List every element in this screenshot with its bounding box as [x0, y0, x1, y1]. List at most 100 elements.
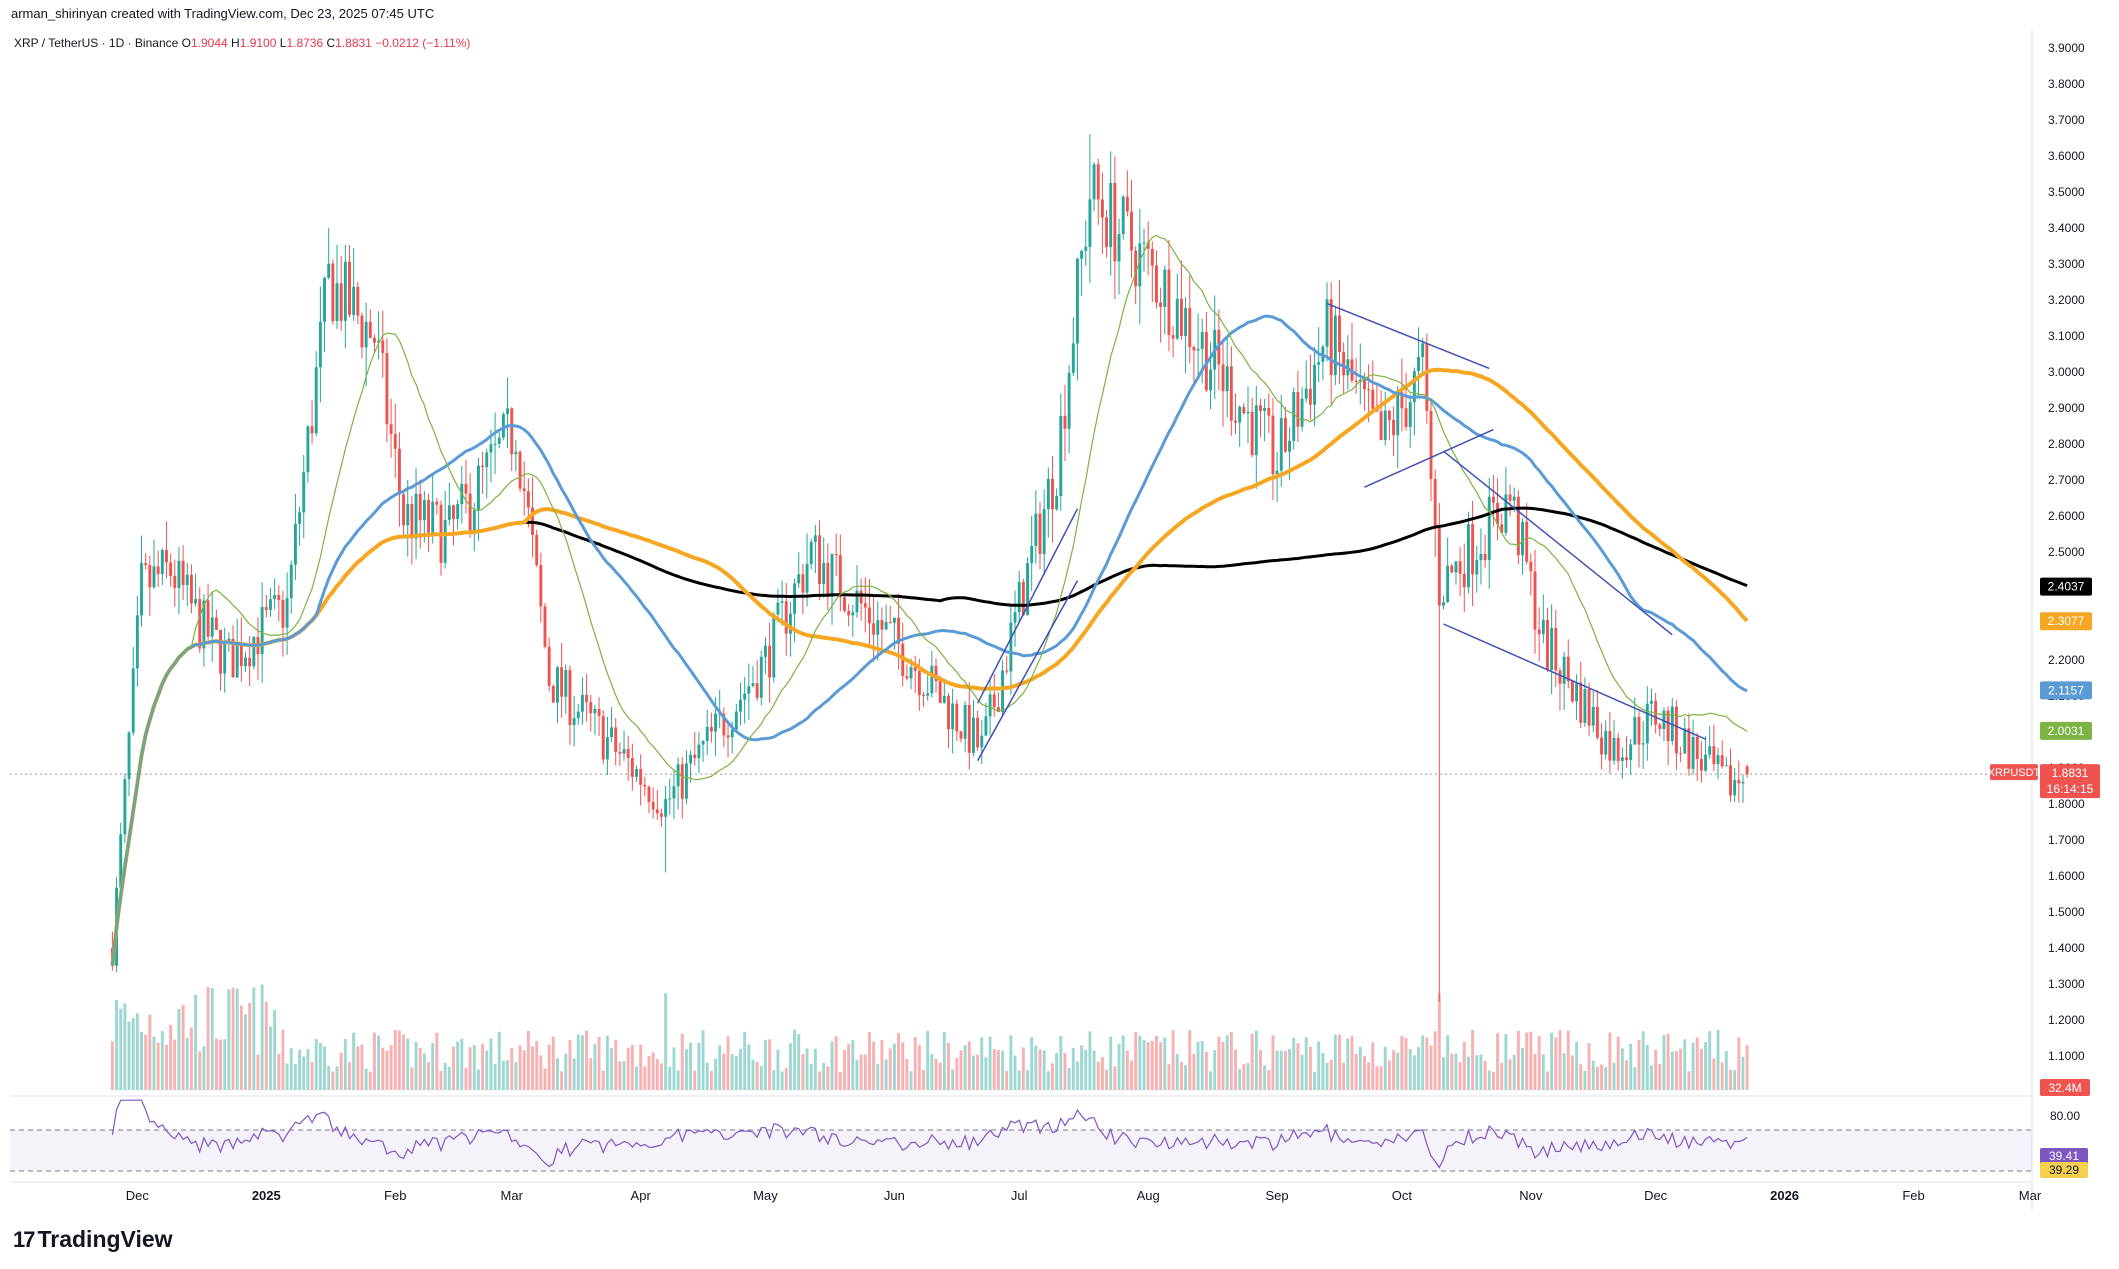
volume-bar — [531, 1046, 534, 1090]
volume-bar — [1450, 1053, 1454, 1090]
volume-bar — [1130, 1060, 1133, 1090]
volume-bar — [684, 1049, 688, 1090]
candle-body — [1496, 502, 1500, 525]
volume-bar — [1159, 1042, 1163, 1090]
time-axis[interactable]: Dec 2025 Feb Mar Apr May Jun Jul Aug Sep Oct Nov Dec… — [10, 1181, 2042, 1203]
volume-bar — [331, 1071, 335, 1090]
volume-bar — [988, 1036, 992, 1090]
price-tick-label: 2.9000 — [2048, 401, 2085, 415]
candle-body — [1666, 710, 1670, 742]
volume-bar — [302, 1056, 306, 1090]
candle-body — [1175, 298, 1179, 339]
volume-bar — [926, 1030, 930, 1090]
volume-bar — [543, 1068, 547, 1090]
candle-body — [1400, 392, 1404, 409]
candle-body — [331, 263, 335, 322]
candle-body — [751, 683, 755, 687]
volume-bar — [1479, 1054, 1483, 1090]
volume-bar — [1712, 1058, 1716, 1090]
candle-body — [310, 426, 314, 434]
candle-body — [996, 707, 1000, 713]
volume-bar — [551, 1036, 555, 1090]
volume-bar — [884, 1059, 888, 1090]
trendlines[interactable] — [976, 302, 1706, 762]
high-label: H — [231, 36, 240, 50]
candle-body — [422, 499, 426, 521]
candle-body — [1325, 299, 1329, 347]
volume-bar — [917, 1044, 921, 1090]
volume-bar — [726, 1036, 730, 1090]
candle-body — [826, 562, 830, 597]
volume-bar — [1055, 1052, 1059, 1090]
price-axis[interactable]: 1.1000 1.2000 1.3000 1.4000 1.5000 1.6000 1.70… — [1988, 30, 2100, 1210]
candle-body — [1288, 440, 1292, 452]
candle-body — [1641, 743, 1645, 745]
volume-bar — [1138, 1035, 1142, 1090]
candle-body — [1329, 299, 1333, 376]
candle-body — [655, 809, 659, 814]
volume-bar — [1292, 1037, 1296, 1090]
time-tick-label: May — [753, 1188, 778, 1203]
volume-bar — [522, 1050, 526, 1090]
candle-body — [1209, 369, 1213, 391]
volume-bar — [1720, 1062, 1724, 1090]
volume-bar — [402, 1034, 406, 1090]
tradingview-logo[interactable]: 17 TradingView — [13, 1226, 173, 1253]
candle-body — [1263, 407, 1267, 412]
volume-bar — [418, 1047, 422, 1090]
candle-body — [664, 799, 668, 817]
volume-bar — [701, 1030, 705, 1090]
time-tick-label: Feb — [384, 1188, 406, 1203]
volume-bar — [693, 1070, 697, 1090]
volume-bar — [1554, 1037, 1558, 1090]
candle-body — [1708, 746, 1712, 755]
volume-bar — [144, 1034, 148, 1090]
volume-bar — [1375, 1066, 1379, 1090]
candle-body — [809, 541, 813, 565]
volume-bar — [867, 1032, 871, 1090]
candle-body — [955, 703, 959, 732]
trendline — [1443, 450, 1673, 636]
candle-body — [497, 437, 501, 444]
price-tick-label: 2.7000 — [2048, 473, 2085, 487]
candle-body — [368, 321, 372, 338]
candle-body — [501, 414, 505, 438]
candle-body — [1034, 513, 1038, 547]
symbol-name[interactable]: XRP / TetherUS · 1D · Binance — [14, 36, 179, 50]
candle-body — [1338, 315, 1341, 353]
candle-body — [884, 621, 888, 630]
volume-bar — [356, 1046, 360, 1090]
candle-body — [601, 716, 605, 760]
volume-bar — [1458, 1062, 1462, 1090]
volume-bar — [1317, 1041, 1321, 1090]
volume-bar — [214, 1038, 218, 1090]
last-price-label: 1.8831 — [2052, 766, 2089, 780]
volume-bar — [976, 1054, 980, 1090]
candle-body — [489, 444, 493, 453]
candle-body — [1546, 619, 1549, 670]
volume-bar — [1670, 1051, 1674, 1090]
volume-bar — [1483, 1061, 1487, 1090]
candle-body — [1225, 366, 1229, 392]
candle-body — [651, 802, 655, 810]
candle-body — [1695, 736, 1699, 760]
volume-bar — [194, 994, 198, 1090]
volume-bar — [1662, 1035, 1666, 1090]
volume-bar — [476, 1069, 480, 1090]
candle-body — [984, 716, 988, 736]
candle-body — [165, 550, 168, 563]
volume-bar — [539, 1055, 543, 1090]
volume-bar — [202, 1046, 206, 1090]
candle-body — [892, 617, 896, 623]
volume-bar — [635, 1066, 638, 1090]
volume-bar — [131, 1018, 135, 1090]
candle-body — [1741, 781, 1745, 784]
volume-bar — [1737, 1037, 1741, 1090]
volume-bar — [1096, 1061, 1100, 1090]
candle-body — [1591, 706, 1595, 726]
trendline — [1443, 623, 1706, 740]
candle-body — [1442, 602, 1445, 606]
volume-bar — [506, 1060, 510, 1090]
candle-body — [397, 448, 401, 495]
